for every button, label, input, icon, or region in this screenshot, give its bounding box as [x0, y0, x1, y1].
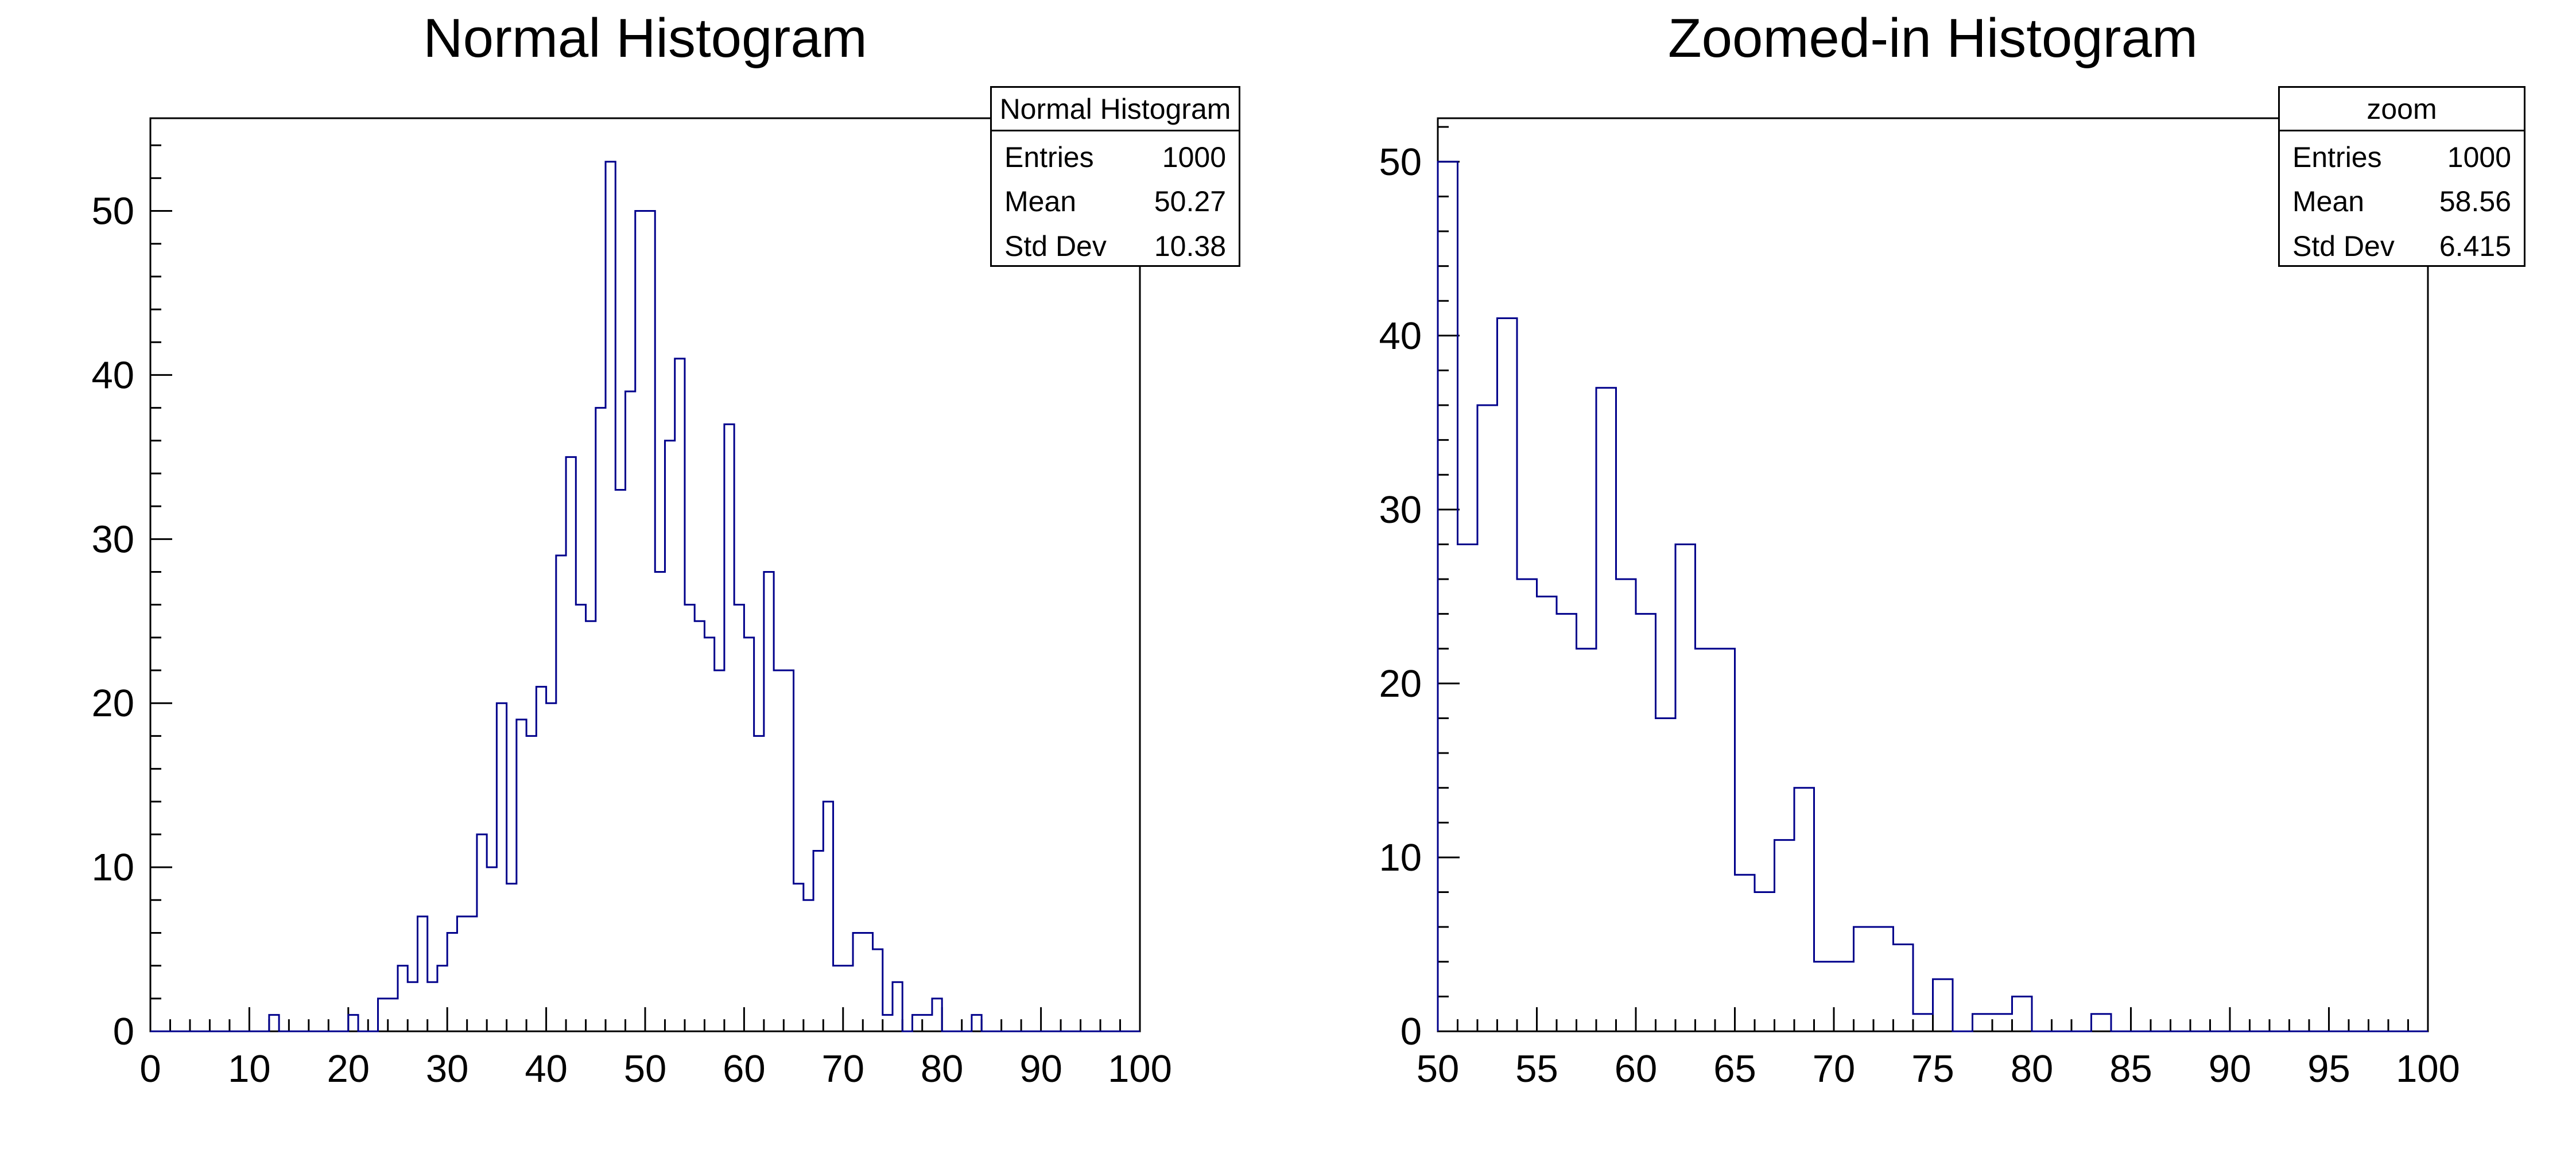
stats-label-entries: Entries: [1004, 141, 1094, 173]
stats-box-zoom-rows: Entries 1000 Mean 58.56 Std Dev 6.415: [2280, 131, 2524, 272]
svg-text:20: 20: [1379, 662, 1422, 705]
plot-title-zoom: Zoomed-in Histogram: [1668, 7, 2198, 69]
stats-box-zoom: zoom Entries 1000 Mean 58.56 Std Dev 6.4…: [2278, 86, 2525, 267]
stats-box-normal-title: Normal Histogram: [992, 88, 1239, 131]
svg-text:60: 60: [1615, 1047, 1658, 1090]
svg-text:50: 50: [624, 1047, 667, 1090]
svg-text:65: 65: [1713, 1047, 1756, 1090]
svg-text:70: 70: [1813, 1047, 1856, 1090]
x-axis-labels: 0 10 20 30 40 50 60 70 80 90 100: [139, 1047, 1172, 1090]
stats-label-stddev: Std Dev: [1004, 230, 1107, 263]
svg-text:40: 40: [525, 1047, 568, 1090]
svg-text:75: 75: [1911, 1047, 1954, 1090]
svg-text:40: 40: [1379, 315, 1422, 358]
stats-value-mean: 58.56: [2439, 185, 2511, 218]
svg-text:60: 60: [723, 1047, 766, 1090]
stats-label-stddev: Std Dev: [2292, 230, 2395, 263]
svg-text:40: 40: [91, 354, 134, 397]
histogram-series-line: [1437, 161, 2428, 1032]
svg-text:30: 30: [426, 1047, 469, 1090]
svg-text:0: 0: [113, 1010, 134, 1053]
y-ticks: [150, 144, 172, 1032]
plot-1: 50 55 60 65 70 75 80 85 90 95 100 0 10 20 30 40 50: [1379, 117, 2460, 1090]
svg-text:20: 20: [91, 682, 134, 725]
svg-text:90: 90: [2209, 1047, 2252, 1090]
stats-row-entries: Entries 1000: [2280, 141, 2524, 174]
svg-text:50: 50: [91, 190, 134, 233]
svg-text:85: 85: [2109, 1047, 2152, 1090]
stats-value-mean: 50.27: [1154, 185, 1226, 218]
svg-text:30: 30: [91, 518, 134, 561]
plot-title-normal: Normal Histogram: [423, 7, 867, 69]
stats-value-stddev: 10.38: [1154, 230, 1226, 263]
svg-text:90: 90: [1019, 1047, 1062, 1090]
x-ticks: [149, 1007, 1141, 1031]
stats-label-entries: Entries: [2292, 141, 2382, 173]
svg-text:30: 30: [1379, 488, 1422, 531]
stats-box-normal: Normal Histogram Entries 1000 Mean 50.27…: [990, 86, 1240, 267]
svg-text:50: 50: [1379, 141, 1422, 184]
svg-text:10: 10: [1379, 836, 1422, 879]
plot-0: 0 10 20 30 40 50 60 70 80 90 100 0 10 20 30 40 50: [91, 117, 1172, 1090]
svg-text:70: 70: [822, 1047, 865, 1090]
svg-text:80: 80: [921, 1047, 964, 1090]
stats-value-stddev: 6.415: [2439, 230, 2511, 263]
y-ticks: [1438, 126, 1460, 1032]
svg-text:10: 10: [91, 846, 134, 889]
x-axis-labels: 50 55 60 65 70 75 80 85 90 95 100: [1417, 1047, 2460, 1090]
svg-text:0: 0: [1400, 1010, 1422, 1053]
stats-row-mean: Mean 50.27: [992, 185, 1239, 218]
stats-value-entries: 1000: [2447, 141, 2511, 173]
svg-text:50: 50: [1417, 1047, 1460, 1090]
stats-box-zoom-title: zoom: [2280, 88, 2524, 131]
stats-row-stddev: Std Dev 10.38: [992, 230, 1239, 263]
svg-text:80: 80: [2011, 1047, 2054, 1090]
stats-row-mean: Mean 58.56: [2280, 185, 2524, 218]
stats-label-mean: Mean: [1004, 185, 1077, 218]
stats-label-mean: Mean: [2292, 185, 2365, 218]
svg-text:0: 0: [139, 1047, 161, 1090]
histogram-series-line: [150, 161, 1140, 1032]
stats-row-stddev: Std Dev 6.415: [2280, 230, 2524, 263]
svg-text:100: 100: [1108, 1047, 1172, 1090]
stats-value-entries: 1000: [1162, 141, 1226, 173]
stats-box-normal-rows: Entries 1000 Mean 50.27 Std Dev 10.38: [992, 131, 1239, 272]
y-axis-labels: 0 10 20 30 40 50: [1379, 141, 1422, 1053]
svg-text:95: 95: [2307, 1047, 2350, 1090]
svg-text:100: 100: [2396, 1047, 2460, 1090]
svg-text:55: 55: [1515, 1047, 1558, 1090]
y-axis-labels: 0 10 20 30 40 50: [91, 190, 134, 1053]
stats-row-entries: Entries 1000: [992, 141, 1239, 174]
svg-text:10: 10: [228, 1047, 271, 1090]
svg-text:20: 20: [327, 1047, 370, 1090]
